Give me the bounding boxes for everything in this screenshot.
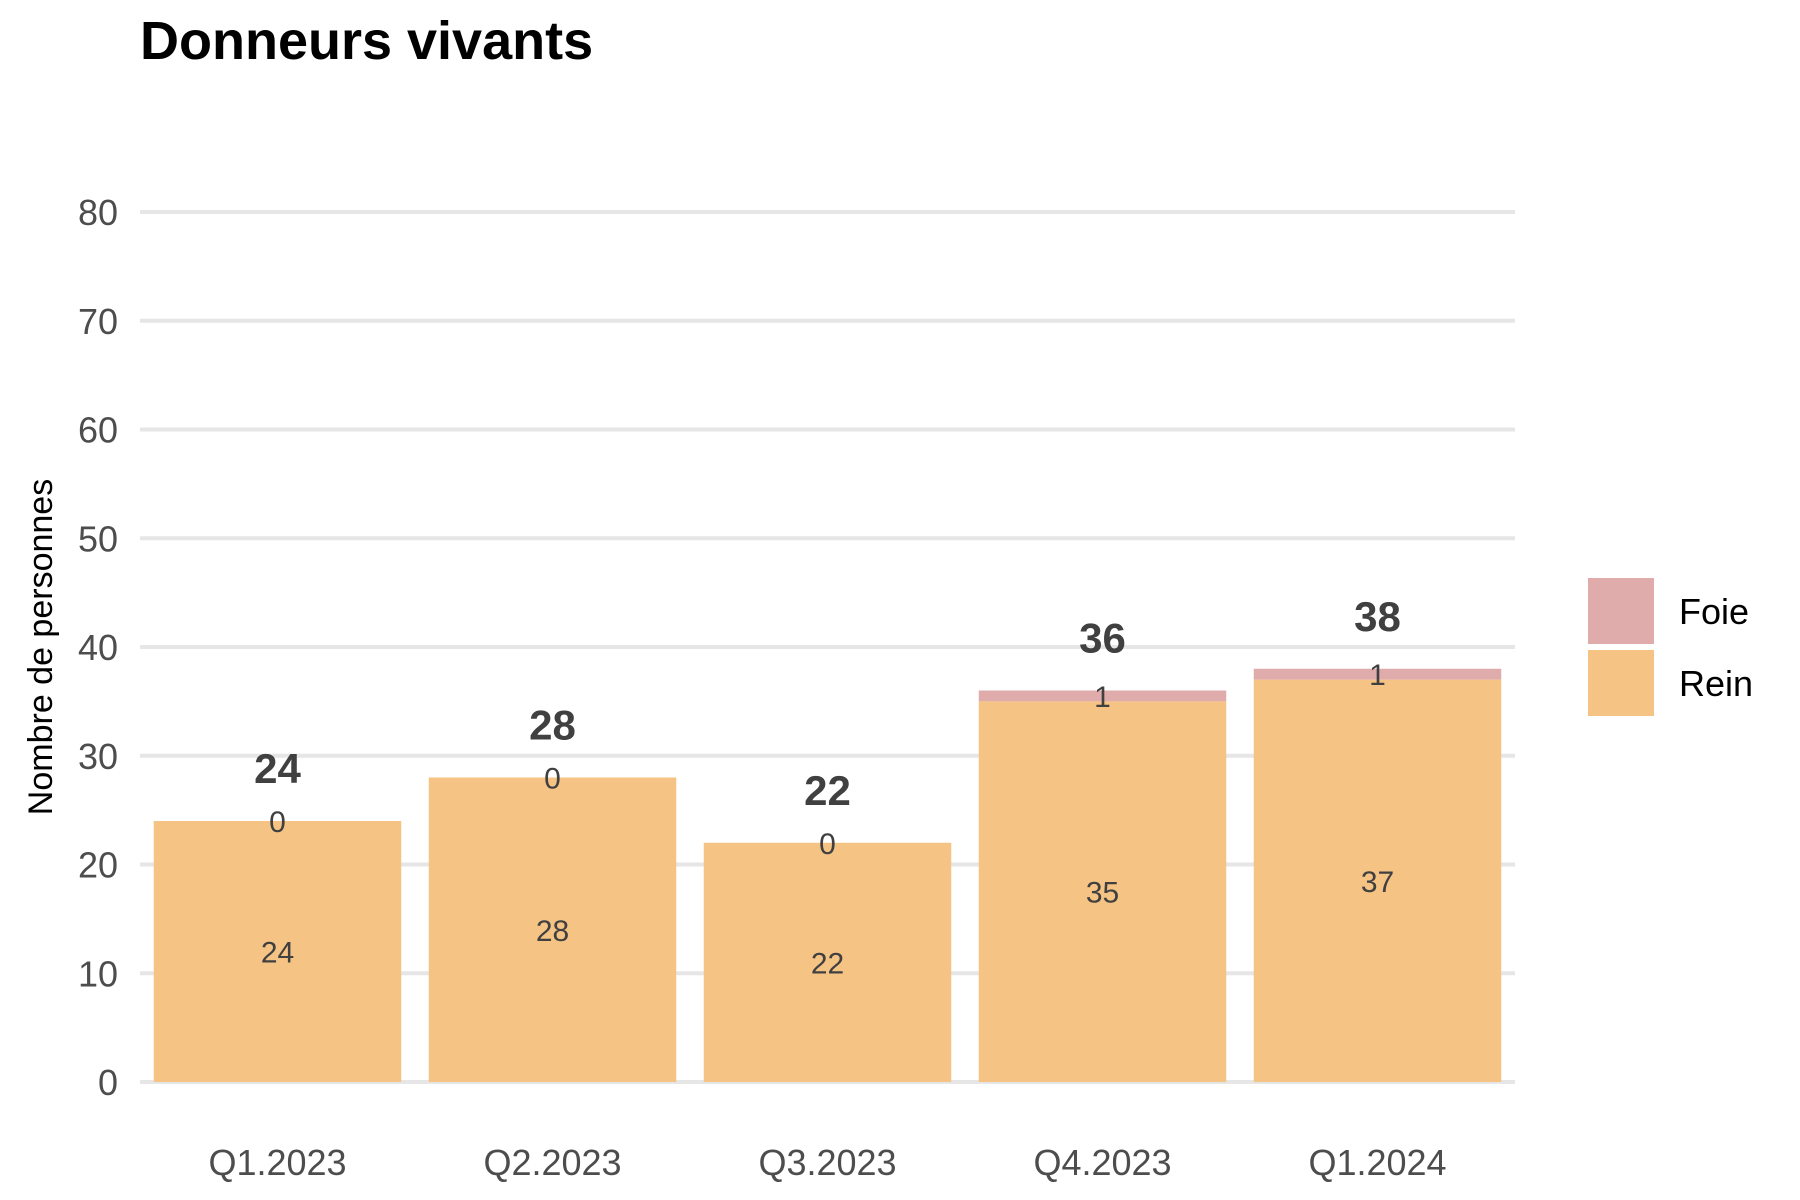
y-tick-label: 0 [98,1062,118,1103]
segment-label-foie: 1 [1094,681,1111,714]
segment-labels: 24 0 28 0 22 0 35 1 37 1 [261,659,1394,980]
chart-title: Donneurs vivants [140,11,594,71]
bar-rein [428,777,677,1082]
segment-label-foie: 1 [1369,659,1386,692]
total-label: 22 [804,767,851,814]
total-labels: 24 28 22 36 38 [254,593,1401,814]
segment-label-foie: 0 [819,828,836,861]
legend-label-rein: Rein [1679,663,1753,704]
x-tick-label: Q2.2023 [483,1142,621,1183]
y-tick-label: 40 [78,627,118,668]
y-tick-label: 20 [78,845,118,886]
bar-foie [1253,668,1502,680]
total-label: 24 [254,745,301,792]
segment-label-rein: 24 [261,937,294,970]
bar-rein [1253,679,1502,1082]
x-tick-label: Q4.2023 [1033,1142,1171,1183]
y-tick-label: 30 [78,736,118,777]
y-tick-label: 70 [78,301,118,342]
segment-label-rein: 22 [811,947,844,980]
total-label: 36 [1079,615,1126,662]
y-axis-label: Nombre de personnes [22,479,60,815]
x-tick-label: Q1.2023 [208,1142,346,1183]
y-tick-label: 10 [78,953,118,994]
segment-label-rein: 37 [1361,866,1394,899]
bar-rein [153,821,402,1082]
segment-label-foie: 0 [269,806,286,839]
bar-rein [703,842,952,1082]
y-tick-label: 60 [78,410,118,451]
legend: Foie Rein [1588,578,1753,716]
segment-label-foie: 0 [544,763,561,796]
legend-swatch-foie [1588,578,1654,644]
y-tick-label: 50 [78,518,118,559]
segment-label-rein: 28 [536,915,569,948]
y-axis-ticks: 0 10 20 30 40 50 60 70 80 [78,192,118,1103]
segment-label-rein: 35 [1086,877,1119,910]
x-axis-ticks: Q1.2023 Q2.2023 Q3.2023 Q4.2023 Q1.2024 [208,1142,1446,1183]
bar-rein [978,701,1227,1082]
x-tick-label: Q1.2024 [1308,1142,1446,1183]
total-label: 28 [529,702,576,749]
x-tick-label: Q3.2023 [758,1142,896,1183]
y-tick-label: 80 [78,192,118,233]
bar-foie [978,690,1227,702]
bars [153,668,1502,1082]
total-label: 38 [1354,593,1401,640]
legend-label-foie: Foie [1679,591,1749,632]
legend-swatch-rein [1588,650,1654,716]
